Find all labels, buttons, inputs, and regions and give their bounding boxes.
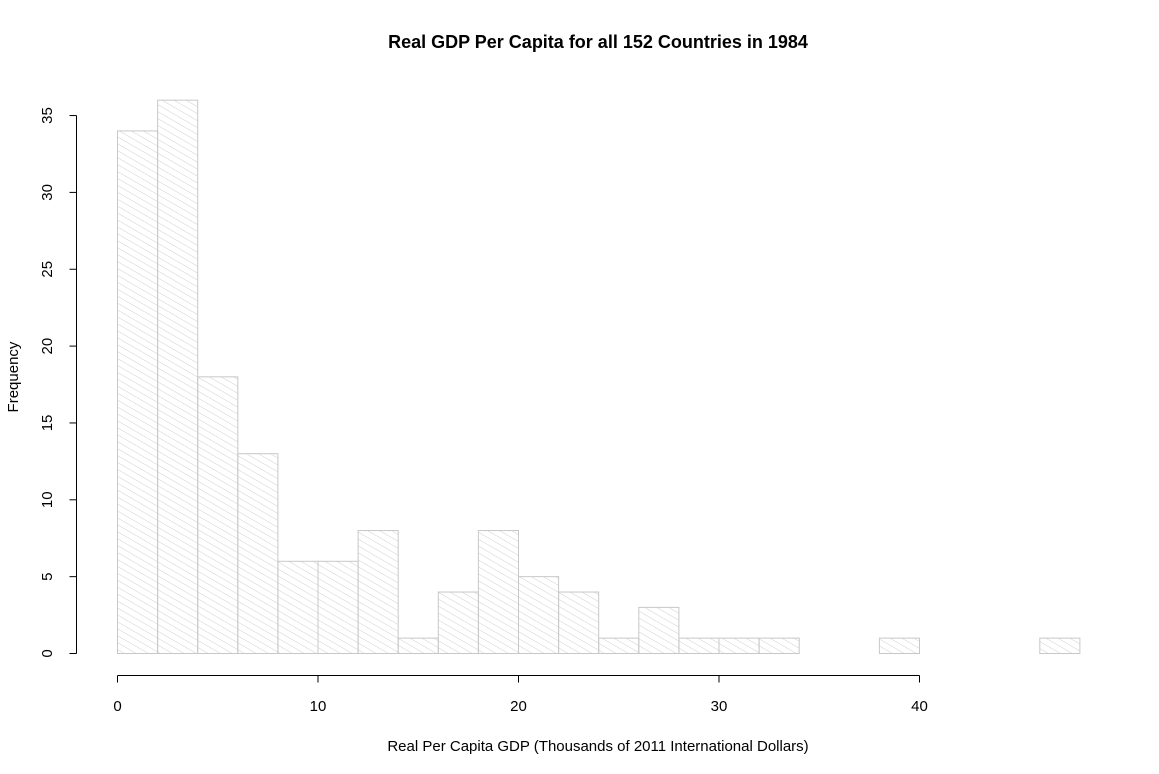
x-tick-label: 0 xyxy=(113,698,121,715)
x-tick-label: 10 xyxy=(310,698,327,715)
histogram-bar xyxy=(157,99,199,655)
y-tick-label: 10 xyxy=(39,491,56,508)
histogram-bar xyxy=(477,530,519,654)
histogram-bar xyxy=(437,591,479,655)
y-axis-label: Frequency xyxy=(5,341,22,412)
histogram-bar xyxy=(758,637,800,655)
histogram-bar xyxy=(878,637,921,655)
x-axis: 0 10 20 30 40 xyxy=(113,675,928,715)
histogram-bar xyxy=(117,130,159,655)
histogram-bar xyxy=(197,376,239,654)
histogram-bar xyxy=(1039,637,1081,655)
y-axis: 0 5 10 15 20 25 30 35 xyxy=(39,107,77,658)
histogram-bar xyxy=(598,637,640,655)
histogram-bar xyxy=(277,560,319,655)
x-tick-label: 30 xyxy=(711,698,728,715)
bars-group xyxy=(117,99,1081,655)
y-tick-label: 20 xyxy=(39,338,56,355)
y-tick-label: 15 xyxy=(39,415,56,432)
y-tick-label: 0 xyxy=(39,649,56,657)
histogram-bar xyxy=(397,637,439,655)
x-tick-label: 20 xyxy=(510,698,527,715)
histogram-bar xyxy=(678,637,720,655)
histogram-bar xyxy=(718,637,760,655)
histogram-bar xyxy=(357,530,399,654)
x-tick-label: 40 xyxy=(911,698,928,715)
y-tick-label: 25 xyxy=(39,261,56,278)
chart-title: Real GDP Per Capita for all 152 Countrie… xyxy=(388,32,808,52)
histogram-bar xyxy=(558,591,600,655)
y-tick-label: 35 xyxy=(39,107,56,124)
histogram-bar xyxy=(638,606,680,655)
histogram-bar xyxy=(317,560,359,655)
histogram-bar xyxy=(237,453,279,654)
y-tick-label: 30 xyxy=(39,184,56,201)
x-axis-label: Real Per Capita GDP (Thousands of 2011 I… xyxy=(387,738,808,755)
y-tick-label: 5 xyxy=(39,572,56,580)
histogram-bar xyxy=(518,576,560,655)
